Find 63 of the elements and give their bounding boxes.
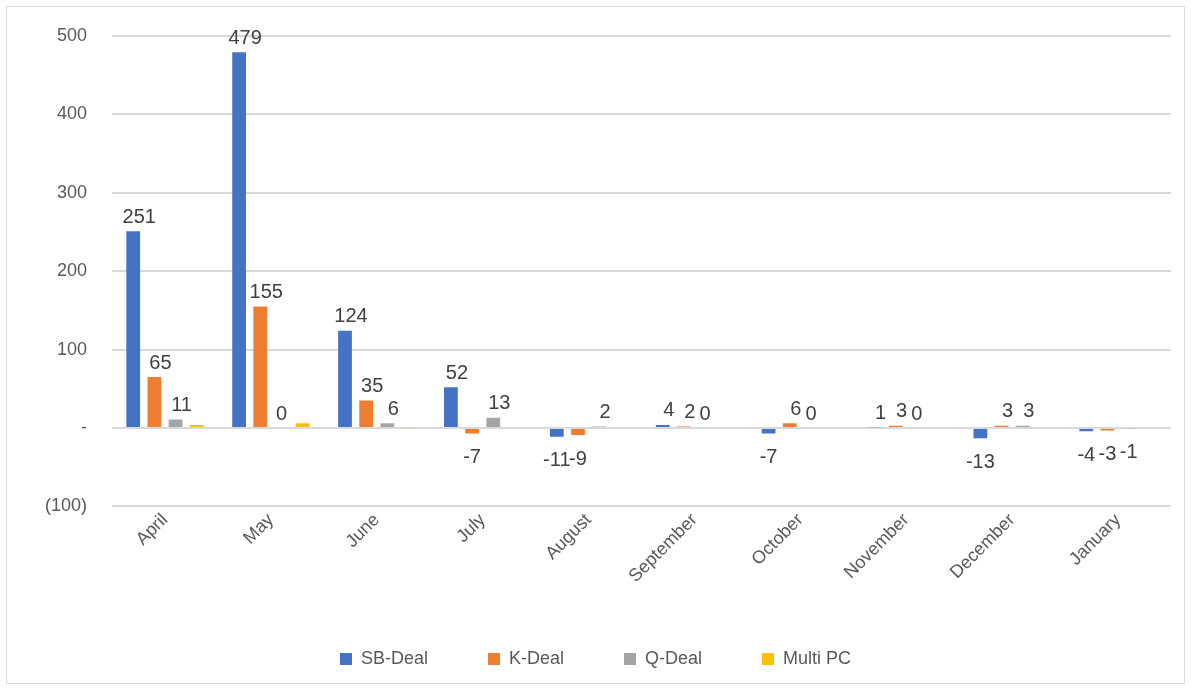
bar [338, 330, 352, 428]
data-label: -3 [1098, 441, 1117, 464]
x-tick-label: July [452, 509, 490, 547]
y-tick-label: (100) [44, 495, 88, 516]
data-label: 2 [684, 399, 696, 422]
y-tick-label: 500 [56, 24, 88, 45]
data-label: 1 [874, 400, 887, 423]
data-label: 6 [790, 396, 802, 419]
data-label: 0 [911, 401, 923, 424]
data-label: 4 [663, 398, 675, 421]
y-tick-label: 300 [56, 181, 88, 202]
bar [444, 387, 458, 428]
bar [761, 429, 776, 434]
data-label: 251 [122, 204, 156, 227]
bar [486, 417, 501, 428]
x-tick-label: May [239, 509, 278, 548]
bar [126, 231, 141, 428]
bar [380, 423, 395, 428]
bar [232, 52, 246, 428]
data-label: 2 [599, 399, 611, 422]
data-label: 35 [361, 374, 384, 397]
bar [253, 306, 268, 428]
y-tick-label: 400 [56, 103, 88, 124]
data-label: -11 [543, 448, 571, 471]
data-label: 479 [228, 25, 262, 48]
legend-label: SB-Deal [360, 647, 428, 668]
bar [973, 429, 988, 439]
data-label: 13 [488, 391, 511, 414]
bar [1079, 429, 1094, 432]
bar [549, 429, 564, 437]
data-label: -7 [463, 445, 481, 468]
data-label: -7 [759, 445, 778, 468]
bar [168, 419, 183, 428]
bar [782, 423, 797, 428]
bar [465, 429, 479, 434]
legend-label: Multi PC [783, 647, 852, 668]
bar [655, 424, 670, 428]
bar [571, 429, 585, 436]
data-label: -4 [1077, 442, 1096, 465]
data-label: 3 [1023, 399, 1035, 422]
bar [359, 400, 374, 428]
data-label: -13 [965, 449, 995, 472]
bar [189, 424, 204, 428]
data-label: 3 [896, 399, 908, 422]
data-label: 52 [445, 360, 469, 383]
y-tick-label: 100 [56, 338, 88, 359]
data-label: 0 [275, 401, 288, 424]
data-label: 124 [334, 304, 368, 327]
data-label: 0 [805, 401, 817, 424]
bar [295, 423, 310, 428]
legend-label: K-Deal [508, 647, 565, 668]
data-label: 3 [1002, 399, 1014, 422]
bar [147, 377, 162, 428]
legend-label: Q-Deal [645, 647, 703, 668]
data-label: 11 [171, 392, 192, 415]
data-label: -9 [569, 446, 587, 469]
data-label: 65 [149, 350, 172, 373]
data-label: 155 [249, 279, 283, 302]
data-label: 0 [699, 401, 711, 424]
data-label: -1 [1119, 440, 1138, 463]
data-label: 6 [387, 396, 399, 419]
y-tick-label: 200 [56, 260, 88, 281]
y-tick-label: - [81, 416, 88, 437]
